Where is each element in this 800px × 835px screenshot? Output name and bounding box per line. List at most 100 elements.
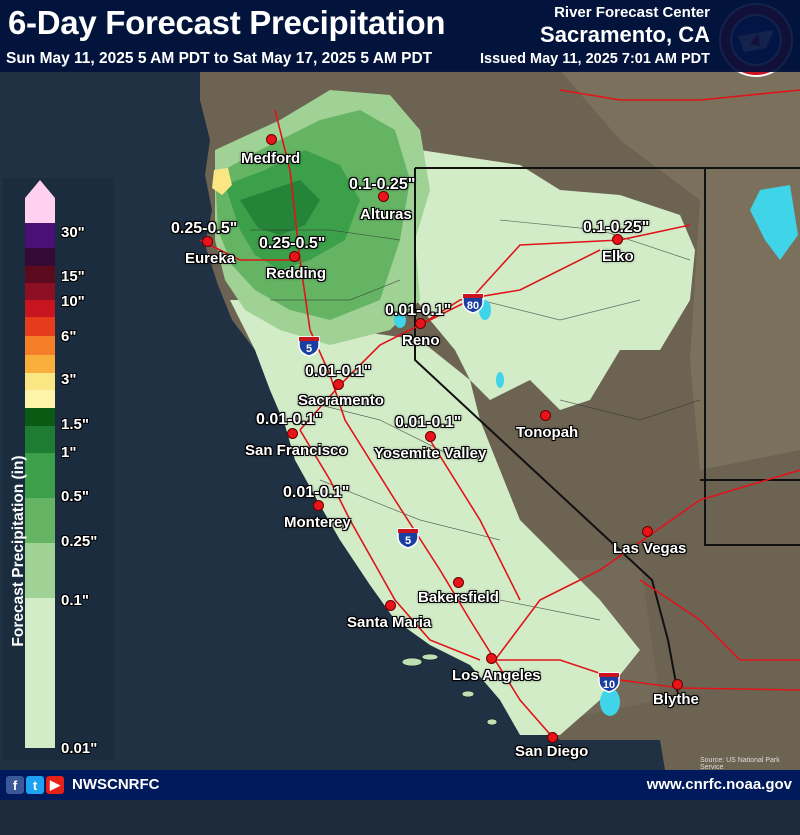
page-title: 6-Day Forecast Precipitation <box>8 4 446 41</box>
svg-text:5: 5 <box>405 535 411 547</box>
city-label: Las Vegas <box>613 540 687 557</box>
city-marker <box>313 500 324 511</box>
legend-axis-title: Forecast Precipitation (in) <box>10 455 27 647</box>
legend-label: 1.5" <box>61 416 89 433</box>
precip-area-light <box>400 150 695 410</box>
twitter-icon[interactable]: t <box>26 776 44 794</box>
city-label: Elko <box>602 248 634 265</box>
legend-band-12 <box>25 426 55 453</box>
city-label: Redding <box>266 265 326 282</box>
city-marker <box>547 732 558 743</box>
city-label: Medford <box>241 150 301 167</box>
legend-band-0 <box>25 198 55 223</box>
precip-amount-label: 0.01-0.1" <box>256 411 323 428</box>
interstate-shield-icon: 80 <box>462 293 484 314</box>
interstate-shield-icon: 5 <box>397 528 419 549</box>
city-label: Tonopah <box>516 424 579 441</box>
legend-band-7 <box>25 336 55 355</box>
legend-colorbar <box>25 180 55 748</box>
legend-label: 0.01" <box>61 740 98 757</box>
footer-bar: f t ▶ NWSCNRFC www.cnrfc.noaa.gov <box>0 770 800 800</box>
legend-band-14 <box>25 498 55 543</box>
precip-amount-label: 0.25-0.5" <box>259 235 326 252</box>
legend-band-3 <box>25 266 55 283</box>
precip-amount-label: 0.01-0.1" <box>385 302 452 319</box>
highways <box>199 89 800 741</box>
header-bar: 6-Day Forecast Precipitation Sun May 11,… <box>0 0 800 72</box>
legend-arrow-icon <box>25 180 55 198</box>
legend-label: 0.1" <box>61 592 89 609</box>
precip-amount-label: 0.01-0.1" <box>283 484 350 501</box>
legend-band-13 <box>25 453 55 498</box>
legend-label: 1" <box>61 444 77 461</box>
city-marker <box>453 577 464 588</box>
svg-text:80: 80 <box>467 300 479 312</box>
legend-band-9 <box>25 373 55 390</box>
precip-legend: Forecast Precipitation (in) 30" 15" 10" 6" 3… <box>3 178 114 760</box>
legend-label: 0.25" <box>61 533 98 550</box>
legend-band-15 <box>25 543 55 598</box>
city-label: Yosemite Valley <box>374 445 487 462</box>
svg-text:10: 10 <box>603 679 615 691</box>
city-label: Santa Maria <box>347 614 432 631</box>
facebook-icon[interactable]: f <box>6 776 24 794</box>
state-borders <box>414 167 800 706</box>
legend-band-2 <box>25 248 55 266</box>
legend-band-10 <box>25 390 55 408</box>
city-label: Bakersfield <box>418 589 499 606</box>
legend-band-4 <box>25 283 55 300</box>
legend-label: 3" <box>61 371 77 388</box>
legend-band-1 <box>25 223 55 248</box>
precip-amount-label: 0.1-0.25" <box>349 176 416 193</box>
legend-label: 10" <box>61 293 85 310</box>
city-marker <box>425 431 436 442</box>
city-marker <box>415 318 426 329</box>
interstate-shield-icon: 5 <box>298 336 320 357</box>
city-label: Alturas <box>360 206 412 223</box>
city-marker <box>612 234 623 245</box>
legend-band-8 <box>25 355 55 373</box>
city-label: Sacramento <box>298 392 384 409</box>
interstate-shield-icon: 10 <box>598 672 620 693</box>
city-label: San Francisco <box>245 442 348 459</box>
city-marker <box>333 379 344 390</box>
city-label: Monterey <box>284 514 351 531</box>
city-marker <box>287 428 298 439</box>
source-note: Source: US National Park Service <box>700 757 780 771</box>
social-handle[interactable]: NWSCNRFC <box>72 776 160 793</box>
rfc-name-line2: Sacramento, CA <box>540 22 710 47</box>
city-marker <box>378 191 389 202</box>
city-marker <box>266 134 277 145</box>
city-marker <box>642 526 653 537</box>
svg-text:5: 5 <box>306 343 312 355</box>
social-links[interactable]: f t ▶ <box>6 776 64 794</box>
city-marker <box>289 251 300 262</box>
city-label: Blythe <box>653 691 699 708</box>
city-label: Los Angeles <box>452 667 541 684</box>
website-link[interactable]: www.cnrfc.noaa.gov <box>646 776 792 793</box>
city-label: San Diego <box>515 743 589 760</box>
city-marker <box>540 410 551 421</box>
legend-label: 15" <box>61 268 85 285</box>
legend-label: 0.5" <box>61 488 89 505</box>
precip-amount-label: 0.01-0.1" <box>395 414 462 431</box>
rfc-name-line1: River Forecast Center <box>554 4 710 21</box>
city-marker <box>385 600 396 611</box>
precip-amount-label: 0.01-0.1" <box>305 363 372 380</box>
city-label: Eureka <box>185 250 236 267</box>
issued-time: Issued May 11, 2025 7:01 AM PDT <box>480 51 710 67</box>
legend-band-6 <box>25 317 55 336</box>
youtube-icon[interactable]: ▶ <box>46 776 64 794</box>
legend-band-16 <box>25 598 55 748</box>
legend-band-11 <box>25 408 55 426</box>
forecast-period: Sun May 11, 2025 5 AM PDT to Sat May 17,… <box>6 50 433 67</box>
city-marker <box>202 236 213 247</box>
city-marker <box>486 653 497 664</box>
legend-label: 6" <box>61 328 77 345</box>
city-marker <box>672 679 683 690</box>
precip-amount-label: 0.1-0.25" <box>583 219 650 236</box>
precip-amount-label: 0.25-0.5" <box>171 220 238 237</box>
legend-label: 30" <box>61 224 85 241</box>
precipitation-map <box>199 3 800 770</box>
legend-band-5 <box>25 300 55 317</box>
